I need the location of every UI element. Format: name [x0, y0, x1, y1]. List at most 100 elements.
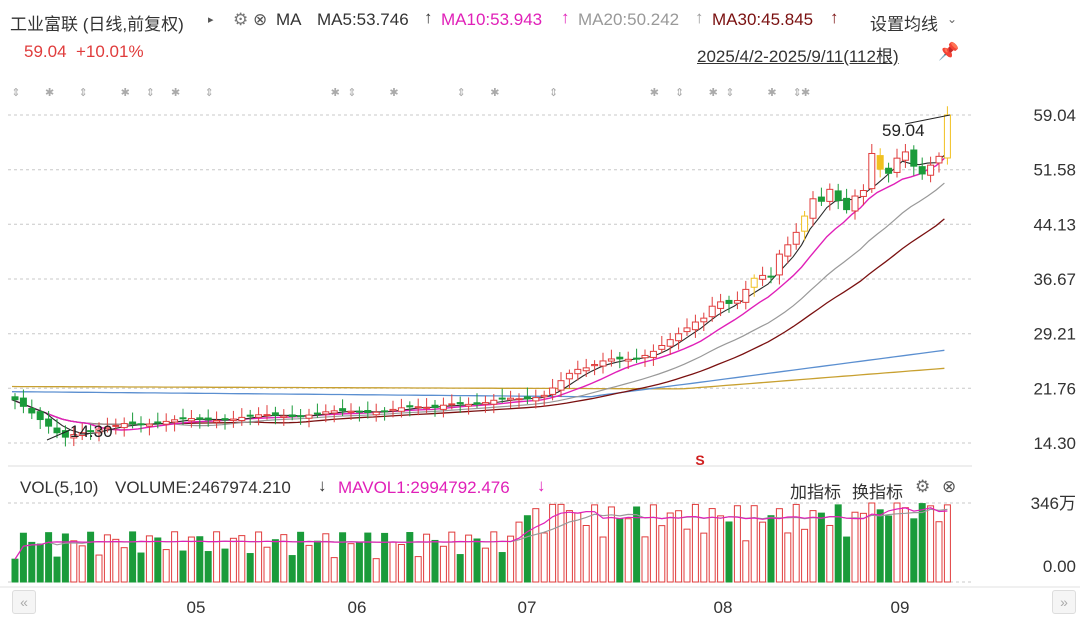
event-marker-icon: ✱ [171, 87, 180, 99]
candle-body [918, 166, 926, 175]
volume-bar [826, 524, 834, 583]
volume-bar [95, 554, 103, 583]
ma-label: MA [276, 10, 302, 29]
date-range[interactable]: 2025/4/2-2025/9/11(112根) [697, 47, 899, 66]
event-s-marker: S [695, 452, 704, 468]
event-marker-icon: ✱ [389, 87, 398, 99]
candle-body [498, 397, 506, 400]
volume-bar [750, 505, 758, 583]
candle-body [885, 167, 893, 174]
ma10-value: MA10:53.943 [441, 10, 543, 29]
volume-tick-label: 0.00 [1043, 557, 1076, 576]
pin-icon[interactable]: 📌 [938, 42, 960, 61]
candle-body [843, 197, 851, 211]
ma20-value: MA20:50.242 [578, 10, 680, 29]
volume-bar [574, 512, 582, 583]
ma30-up-arrow: ↑ [830, 8, 839, 27]
close-icon[interactable]: ⊗ [942, 477, 957, 496]
high-pointer [904, 114, 951, 125]
volume-bar [809, 510, 817, 583]
event-marker-icon: ⇕ [675, 87, 684, 99]
time-tick-label: 05 [187, 598, 206, 617]
candle-body [313, 412, 321, 415]
volume-bar [691, 503, 699, 583]
volume-bar [347, 543, 355, 583]
gear-icon[interactable]: ⚙ [233, 10, 249, 29]
mavol-value: MAVOL1:2994792.476 [338, 478, 510, 497]
volume-bar [666, 512, 674, 583]
volume-bar [70, 540, 78, 583]
candle-body [120, 423, 128, 429]
candle-body [339, 408, 347, 412]
event-marker-icon: ✱ [801, 87, 810, 99]
add-indicator-button[interactable]: 加指标 [790, 483, 841, 502]
volume-bar [297, 531, 305, 583]
close-icon[interactable]: ⊗ [253, 10, 268, 29]
candle-body [910, 149, 918, 167]
volume-bar [355, 542, 363, 583]
candle-body [229, 418, 237, 421]
caret-right-icon[interactable]: ▸ [208, 14, 214, 26]
volume-bar [154, 537, 162, 583]
switch-indicator-button[interactable]: 换指标 [852, 483, 903, 502]
volume-bar [221, 548, 229, 583]
candle-body [599, 360, 607, 367]
vol-label[interactable]: VOL(5,10) [20, 478, 99, 497]
candle-body [381, 410, 389, 413]
candle-body [633, 357, 641, 360]
candle-body [675, 333, 683, 342]
volume-bar [725, 521, 733, 583]
candle-body [61, 430, 69, 438]
event-marker-icon: ⇕ [205, 87, 214, 99]
event-marker-icon: ✱ [331, 87, 340, 99]
candle-body [935, 155, 943, 164]
event-marker-icon: ⇕ [79, 87, 88, 99]
candle-body [742, 288, 750, 303]
ma120-line [11, 367, 945, 390]
mavol-down-arrow: ↓ [537, 476, 546, 495]
volume-bar [507, 535, 515, 583]
ma-settings-button[interactable]: 设置均线 [870, 15, 938, 34]
volume-bar [591, 504, 599, 583]
candle-body [859, 190, 867, 197]
ma10-line [11, 157, 945, 431]
candle-body [112, 424, 120, 427]
volume-tick-label: 346万 [1031, 494, 1076, 513]
candle-body [507, 397, 515, 401]
candle-body [330, 410, 338, 414]
volume-bar [196, 536, 204, 583]
time-tick-label: 09 [891, 598, 910, 617]
candle-body [683, 327, 691, 333]
volume-bar [532, 508, 540, 583]
candle-body [288, 414, 296, 417]
scroll-right-button[interactable]: » [1052, 590, 1076, 614]
candle-body [775, 253, 783, 276]
candle-body [263, 414, 271, 417]
candle-body [137, 423, 145, 426]
volume-bar [187, 536, 195, 583]
chevron-down-icon[interactable]: ⌄ [947, 12, 958, 26]
time-axis: 05 06 07 08 09 [187, 598, 910, 617]
volume-bar [901, 507, 909, 583]
event-marker-icon: ⇕ [11, 87, 20, 99]
volume-bar [456, 554, 464, 583]
candle-body [364, 410, 372, 414]
candle-body [616, 356, 624, 360]
chart-annotations: 59.04 14.30 S [46, 114, 951, 468]
price-grid [8, 114, 972, 467]
candle-body [70, 434, 78, 439]
candle-body [901, 151, 909, 161]
candle-body [700, 317, 708, 323]
ma-lines [11, 154, 945, 435]
candle-body [649, 350, 657, 358]
stock-title[interactable]: 工业富联 (日线,前复权) [10, 15, 184, 34]
volume-bar [431, 539, 439, 583]
volume-bar [313, 540, 321, 583]
scroll-left-button[interactable]: « [12, 590, 36, 614]
price-change: +10.01% [76, 42, 144, 61]
volume-bar [943, 504, 951, 583]
volume-bar [271, 539, 279, 583]
gear-icon[interactable]: ⚙ [915, 477, 931, 496]
candle-body [817, 196, 825, 202]
